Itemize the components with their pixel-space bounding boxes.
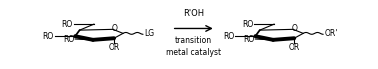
Text: RO: RO	[63, 34, 74, 44]
Text: R'OH: R'OH	[183, 9, 204, 18]
Text: RO: RO	[43, 32, 54, 41]
Text: transition: transition	[175, 36, 212, 45]
Text: RO: RO	[242, 20, 253, 29]
Text: RO: RO	[243, 34, 254, 44]
Text: RO: RO	[62, 20, 73, 29]
Text: OR: OR	[289, 43, 300, 52]
Text: OR': OR'	[324, 29, 338, 38]
Text: OR: OR	[108, 43, 120, 52]
Text: O: O	[292, 24, 298, 33]
Text: RO: RO	[223, 32, 234, 41]
Text: metal catalyst: metal catalyst	[166, 48, 221, 57]
Text: O: O	[112, 24, 118, 33]
Text: LG: LG	[144, 29, 154, 38]
